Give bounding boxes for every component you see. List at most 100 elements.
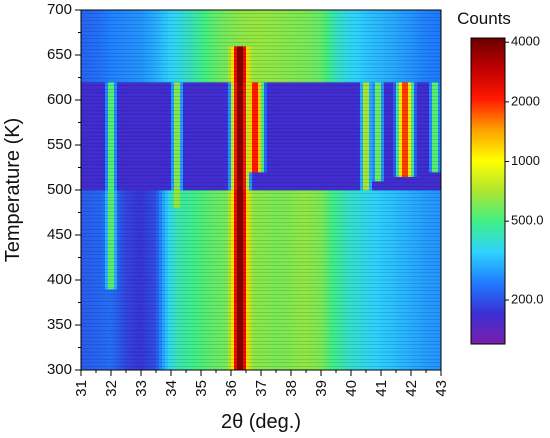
heatmap-cell — [81, 208, 85, 213]
heatmap-cell — [297, 329, 301, 335]
heatmap-cell — [324, 199, 328, 204]
heatmap-cell — [195, 230, 199, 236]
heatmap-cell — [267, 248, 271, 254]
heatmap-cell — [366, 293, 370, 299]
heatmap-cell — [120, 230, 124, 236]
heatmap-cell — [198, 307, 202, 312]
heatmap-cell — [342, 302, 346, 308]
heatmap-cell — [378, 356, 382, 362]
heatmap-cell — [105, 343, 109, 348]
heatmap-cell — [363, 307, 367, 312]
heatmap-cell — [243, 316, 247, 321]
heatmap-cell — [327, 248, 331, 254]
heatmap-cell — [147, 226, 151, 231]
heatmap-cell — [396, 307, 400, 312]
heatmap-cell — [357, 361, 361, 366]
heatmap-cell — [195, 325, 199, 330]
heatmap-cell — [234, 316, 238, 321]
heatmap-cell — [222, 190, 226, 195]
heatmap-cell — [189, 253, 193, 258]
heatmap-cell — [402, 361, 406, 366]
heatmap-cell — [90, 239, 94, 245]
heatmap-cell — [279, 343, 283, 348]
heatmap-cell — [429, 347, 433, 353]
heatmap-cell — [300, 266, 304, 272]
heatmap-cell — [354, 244, 358, 249]
heatmap-cell — [102, 289, 106, 294]
heatmap-cell — [297, 244, 301, 249]
heatmap-cell — [288, 253, 292, 258]
heatmap-cell — [141, 316, 145, 321]
heatmap-cell — [354, 248, 358, 254]
heatmap-cell — [360, 244, 364, 249]
heatmap-cell — [153, 266, 157, 272]
heatmap-cell — [309, 338, 313, 344]
heatmap-cell — [219, 343, 223, 348]
heatmap-cell — [144, 235, 148, 240]
heatmap-cell — [165, 352, 169, 357]
heatmap-cell — [339, 352, 343, 357]
heatmap-cell — [84, 361, 88, 366]
heatmap-cell — [84, 217, 88, 222]
heatmap-cell — [333, 253, 337, 258]
heatmap-cell — [168, 239, 172, 245]
heatmap-cell — [297, 361, 301, 366]
heatmap-cell — [201, 365, 205, 370]
heatmap-cell — [366, 361, 370, 366]
heatmap-cell — [342, 334, 346, 339]
heatmap-cell — [189, 266, 193, 272]
heatmap-cell — [96, 235, 100, 240]
heatmap-cell — [372, 289, 376, 294]
heatmap-cell — [372, 356, 376, 362]
heatmap-cell — [120, 235, 124, 240]
heatmap-cell — [105, 199, 109, 204]
heatmap-cell — [144, 257, 148, 263]
heatmap-cell — [174, 226, 178, 231]
heatmap-cell — [228, 235, 232, 240]
heatmap-cell — [432, 284, 436, 290]
heatmap-cell — [309, 307, 313, 312]
heatmap-cell — [105, 347, 109, 353]
heatmap-cell — [252, 289, 256, 294]
heatmap-cell — [417, 253, 421, 258]
heatmap-cell — [84, 208, 88, 213]
heatmap-cell — [249, 271, 253, 276]
heatmap-cell — [303, 235, 307, 240]
heatmap-cell — [138, 320, 142, 326]
heatmap-cell — [354, 289, 358, 294]
heatmap-cell — [159, 199, 163, 204]
heatmap-cell — [312, 235, 316, 240]
heatmap-cell — [174, 239, 178, 245]
heatmap-cell — [180, 311, 184, 317]
heatmap-cell — [117, 266, 121, 272]
heatmap-cell — [339, 190, 343, 195]
heatmap-cell — [252, 343, 256, 348]
heatmap-cell — [165, 311, 169, 317]
heatmap-cell — [429, 329, 433, 335]
heatmap-cell — [114, 352, 118, 357]
heatmap-cell — [201, 347, 205, 353]
heatmap-cell — [249, 293, 253, 299]
heatmap-cell — [135, 253, 139, 258]
heatmap-cell — [231, 316, 235, 321]
heatmap-cell — [129, 298, 133, 303]
heatmap-cell — [135, 262, 139, 267]
heatmap-cell — [438, 275, 441, 281]
heatmap-cell — [378, 325, 382, 330]
heatmap-cell — [156, 325, 160, 330]
heatmap-cell — [240, 262, 244, 267]
heatmap-cell — [114, 293, 118, 299]
heatmap-cell — [102, 307, 106, 312]
heatmap-cell — [369, 248, 373, 254]
heatmap-cell — [318, 338, 322, 344]
heatmap-cell — [411, 248, 415, 254]
heatmap-cell — [339, 293, 343, 299]
heatmap-cell — [243, 248, 247, 254]
heatmap-cell — [393, 262, 397, 267]
heatmap-cell — [135, 244, 139, 249]
heatmap-cell — [315, 248, 319, 254]
heatmap-cell — [387, 262, 391, 267]
heatmap-cell — [399, 239, 403, 245]
heatmap-cell — [165, 239, 169, 245]
heatmap-cell — [219, 352, 223, 357]
